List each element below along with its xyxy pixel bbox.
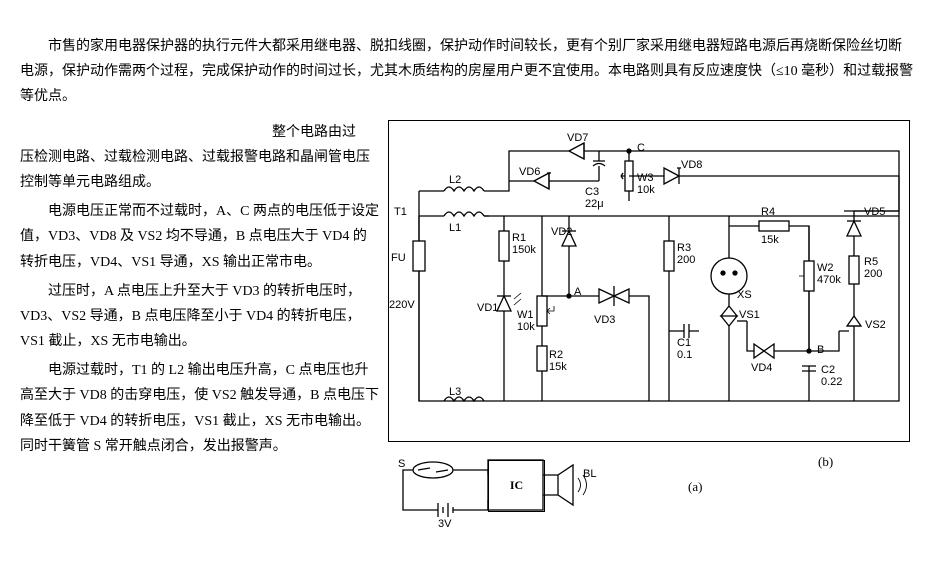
lbl-VS2: VS2 [865,316,886,336]
lbl-W3v: 10k [637,181,655,201]
lbl-W2v: 470k [817,271,841,291]
lbl-C1v: 0.1 [677,346,692,366]
lbl-R4v: 15k [761,231,779,251]
text-column: 整个电路由过 压检测电路、过载检测电路、过载报警电路和晶闸管电压控制等单元电路组… [20,120,380,530]
lbl-VD2: VD2 [551,223,572,243]
lbl-VD4: VD4 [751,359,772,379]
lbl-FU: FU [391,249,406,269]
lbl-XS: XS [737,286,752,306]
para1: 压检测电路、过载检测电路、过载报警电路和晶闸管电压控制等单元电路组成。 [20,145,380,195]
circuit-a: S 3V IC BL [388,450,648,530]
lbl-L2: L2 [449,171,461,191]
para4: 电源过载时，T1 的 L2 输出电压升高，C 点电压也升高至大于 VD8 的击穿… [20,358,380,459]
figure-column: L2 T1 L1 FU 220V L3 VD7 VD6 C3 22μ C W3 … [388,120,915,530]
lbl-VD7: VD7 [567,129,588,149]
lbl-L3: L3 [449,383,461,403]
lbl-W1v: 10k [517,318,535,338]
lbl-IC: IC [488,460,545,512]
lbl-S: S [398,455,405,475]
lbl-C3v: 22μ [585,195,604,215]
lbl-VD1: VD1 [477,299,498,319]
caption-b: (b) [818,450,833,473]
lbl-A: A [574,283,581,303]
lbl-3V: 3V [438,515,451,535]
lbl-VD3: VD3 [594,311,615,331]
lbl-220V: 220V [389,296,415,316]
lbl-VD5: VD5 [864,203,885,223]
lbl-VD6: VD6 [519,163,540,183]
lbl-R4n: R4 [761,203,775,223]
lbl-R5v: 200 [864,265,882,285]
lbl-R2v: 15k [549,358,567,378]
para1-first: 整个电路由过 [20,120,380,145]
lbl-B: B [817,341,824,361]
para3: 过压时，A 点电压上升至大于 VD3 的转折电压时，VD3、VS2 导通，B 点… [20,279,380,355]
lbl-R1v: 150k [512,241,536,261]
lbl-L1: L1 [449,219,461,239]
lbl-C: C [637,139,645,159]
lbl-R3v: 200 [677,251,695,271]
lbl-T1: T1 [394,203,407,223]
circuit-b: L2 T1 L1 FU 220V L3 VD7 VD6 C3 22μ C W3 … [388,120,910,442]
caption-a: (a) [688,475,702,498]
lbl-VD8: VD8 [681,156,702,176]
lbl-BL: BL [583,465,596,485]
lbl-VS1: VS1 [739,306,760,326]
para2: 电源电压正常而不过载时，A、C 两点的电压低于设定值，VD3、VD8 及 VS2… [20,199,380,275]
intro-paragraph: 市售的家用电器保护器的执行元件大都采用继电器、脱扣线圈，保护动作时间较长，更有个… [20,34,915,110]
lbl-C2v: 0.22 [821,373,842,393]
